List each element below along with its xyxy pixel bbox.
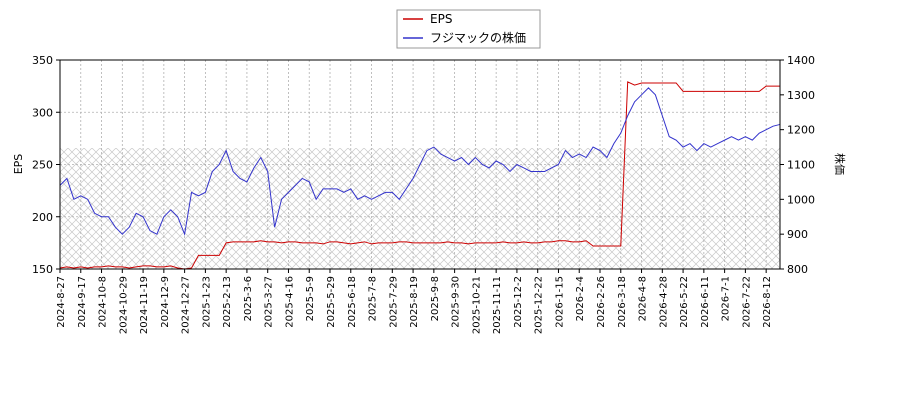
y2-tick-label: 900 xyxy=(787,228,808,241)
x-tick-label: 2024-8-27 xyxy=(56,276,67,328)
y2-tick-label: 1100 xyxy=(787,159,815,172)
y2-tick-label: 1300 xyxy=(787,89,815,102)
x-tick-label: 2024-11-19 xyxy=(139,276,150,334)
legend-label: EPS xyxy=(430,12,452,26)
y2-tick-label: 800 xyxy=(787,263,808,276)
y-tick-label: 300 xyxy=(32,106,53,119)
x-tick-label: 2025-3-27 xyxy=(264,276,275,328)
x-tick-label: 2026-8-12 xyxy=(762,276,773,328)
y2-tick-label: 1400 xyxy=(787,54,815,67)
x-tick-label: 2025-9-30 xyxy=(451,276,462,328)
x-tick-label: 2025-12-2 xyxy=(513,276,524,328)
series-line xyxy=(59,81,780,270)
x-tick-label: 2024-9-17 xyxy=(77,276,88,328)
x-tick-label: 2026-4-8 xyxy=(638,276,649,321)
x-tick-label: 2025-7-8 xyxy=(368,276,379,321)
x-tick-label: 2025-12-22 xyxy=(534,276,545,334)
x-tick-label: 2025-10-21 xyxy=(471,276,482,334)
x-tick-label: 2026-5-22 xyxy=(679,276,690,328)
y-tick-label: 250 xyxy=(32,159,53,172)
x-tick-label: 2026-6-11 xyxy=(700,276,711,328)
x-tick-label: 2025-7-29 xyxy=(388,276,399,328)
legend-label: フジマックの株価 xyxy=(430,30,526,45)
x-tick-label: 2026-3-18 xyxy=(617,276,628,328)
x-tick-label: 2025-8-19 xyxy=(409,276,420,328)
legend-box xyxy=(396,9,541,49)
y2-tick-label: 1000 xyxy=(787,193,815,206)
x-tick-label: 2025-9-8 xyxy=(430,276,441,321)
x-tick-label: 2025-4-16 xyxy=(284,276,295,328)
series-line xyxy=(59,87,781,237)
hatch-band xyxy=(60,148,780,269)
x-tick-label: 2026-2-4 xyxy=(575,276,586,321)
lines xyxy=(59,81,781,270)
x-tick-label: 2025-6-18 xyxy=(347,276,358,328)
x-tick-label: 2024-10-8 xyxy=(98,276,109,328)
x-tick-label: 2025-3-6 xyxy=(243,276,254,321)
y-tick-label: 200 xyxy=(32,211,53,224)
x-tick-label: 2024-12-9 xyxy=(160,276,171,328)
y-tick-label: 150 xyxy=(32,263,53,276)
x-tick-label: 2025-1-23 xyxy=(201,276,212,328)
x-tick-label: 2025-2-13 xyxy=(222,276,233,328)
x-tick-label: 2025-11-11 xyxy=(492,276,503,334)
y-axis-label: EPS xyxy=(12,154,25,175)
legend: EPS フジマックの株価 xyxy=(396,9,541,49)
x-tick-label: 2024-12-27 xyxy=(181,276,192,334)
x-tick-label: 2025-5-9 xyxy=(305,276,316,321)
y2-axis-label: 株価 xyxy=(833,153,847,175)
y-tick-label: 350 xyxy=(32,54,53,67)
x-tick-label: 2026-7-22 xyxy=(741,276,752,328)
x-tick-label: 2025-5-29 xyxy=(326,276,337,328)
x-tick-label: 2024-10-29 xyxy=(118,276,129,334)
y2-tick-label: 1200 xyxy=(787,124,815,137)
x-tick-label: 2026-2-26 xyxy=(596,276,607,328)
x-tick-label: 2026-1-15 xyxy=(554,276,565,328)
x-tick-label: 2026-7-1 xyxy=(721,276,732,321)
x-tick-label: 2026-4-28 xyxy=(658,276,669,328)
